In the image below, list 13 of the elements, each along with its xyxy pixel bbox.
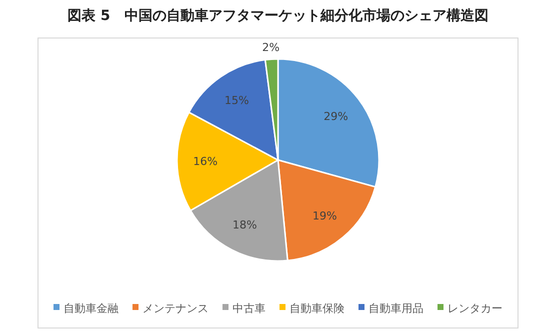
- data-label: 29%: [324, 110, 348, 123]
- chart-title: 図表 5 中国の自動車アフタマーケット細分化市場のシェア構造図: [68, 7, 488, 24]
- legend-label: 自動車保険: [290, 302, 344, 315]
- legend-label: 自動車金融: [64, 302, 118, 315]
- data-label: 19%: [312, 210, 337, 223]
- legend-label: メンテナンス: [142, 302, 208, 315]
- data-label: 18%: [232, 218, 257, 232]
- data-label: 15%: [224, 94, 249, 107]
- legend-label: 中古車: [232, 302, 266, 315]
- data-label: 2%: [262, 40, 280, 54]
- legend-label: 自動車用品: [368, 302, 424, 315]
- legend-label: レンタカー: [448, 302, 502, 315]
- data-label: 16%: [193, 155, 218, 168]
